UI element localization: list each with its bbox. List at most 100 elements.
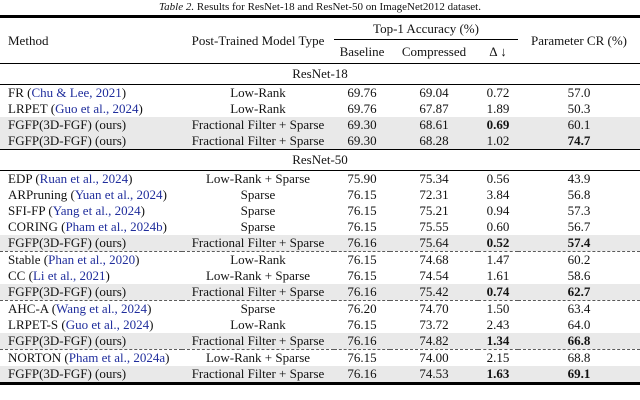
citation-link[interactable]: Pham et al., 2024b [65,219,163,234]
type-cell: Low-Rank + Sparse [205,350,311,365]
compressed-cell: 68.61 [390,117,478,133]
method-name: LRPET-S [8,317,59,332]
table-row: ARPruning (Yuan et al., 2024) Sparse 76.15… [0,187,640,203]
method-cell: FGFP(3D-FGF) (ours) [0,284,182,301]
baseline-cell: 76.16 [334,235,390,252]
cr-cell: 69.1 [518,366,640,384]
baseline-cell: 69.76 [347,101,377,116]
baseline-cell: 76.16 [334,284,390,301]
compressed-cell: 67.87 [419,101,449,116]
citation-link[interactable]: Ruan et al., 2024 [39,171,129,186]
citation-link[interactable]: Yuan et al., 2024 [74,187,163,202]
compressed-cell: 74.70 [419,301,449,316]
compressed-cell: 74.68 [419,252,449,267]
type-cell: Sparse [240,219,276,234]
cr-cell: 57.4 [518,235,640,252]
method-name: FR [8,85,24,100]
baseline-cell: 76.20 [347,301,377,316]
col-header-top1-group: Top-1 Accuracy (%) [334,16,518,40]
cr-cell: 60.2 [567,252,591,267]
delta-cell: 1.50 [486,301,510,316]
cr-cell: 74.7 [518,133,640,150]
method-name: EDP [8,171,33,186]
baseline-cell: 76.15 [347,203,377,218]
baseline-cell: 76.16 [334,366,390,384]
baseline-cell: 76.15 [347,317,377,332]
method-cell: LRPET (Guo et al., 2024) [8,101,143,116]
type-cell: Fractional Filter + Sparse [182,117,334,133]
citation-link[interactable]: Yang et al., 2024 [52,203,141,218]
delta-cell: 0.60 [486,219,510,234]
type-cell: Low-Rank [230,101,286,116]
section-title: ResNet-18 [0,63,640,85]
baseline-cell: 76.15 [347,252,377,267]
citation-link[interactable]: Pham et al., 2024a [68,350,166,365]
compressed-cell: 73.72 [419,317,449,332]
delta-cell: 0.52 [478,235,518,252]
method-name: FGFP(3D-FGF) (ours) [8,133,127,148]
method-name: FGFP(3D-FGF) (ours) [8,117,127,132]
citation-link[interactable]: Li et al., 2021 [32,268,106,283]
caption-text: Results for ResNet-18 and ResNet-50 on I… [196,1,481,13]
method-cell: FR (Chu & Lee, 2021) [8,85,127,100]
method-cell: NORTON (Pham et al., 2024a) [8,350,170,365]
delta-cell: 0.74 [478,284,518,301]
compressed-cell: 75.55 [419,219,449,234]
delta-cell: 1.34 [478,333,518,350]
table-row: FGFP(3D-FGF) (ours) Fractional Filter + S… [0,333,640,350]
table-row: FGFP(3D-FGF) (ours) Fractional Filter + S… [0,366,640,384]
method-name: CC [8,268,26,283]
method-name: Stable [8,252,41,267]
table-row: CC (Li et al., 2021) Low-Rank + Sparse 76.… [0,268,640,284]
method-name: AHC-A [8,301,49,316]
cr-cell: 60.1 [518,117,640,133]
delta-cell: 3.84 [486,187,510,202]
cr-cell: 57.0 [567,85,591,100]
table-row: FGFP(3D-FGF) (ours) Fractional Filter + S… [0,133,640,150]
method-cell: FGFP(3D-FGF) (ours) [0,366,182,384]
delta-cell: 1.89 [486,101,510,116]
cr-cell: 56.7 [567,219,591,234]
delta-cell: 0.94 [486,203,510,218]
method-name: LRPET [8,101,48,116]
table-body: ResNet-18 FR (Chu & Lee, 2021) Low-Rank 69.… [0,63,640,384]
type-cell: Sparse [240,203,276,218]
table-header: Method Post-Trained Model Type Top-1 Acc… [0,16,640,64]
table-row: FGFP(3D-FGF) (ours) Fractional Filter + S… [0,235,640,252]
method-name: FGFP(3D-FGF) (ours) [8,366,127,381]
type-cell: Fractional Filter + Sparse [182,284,334,301]
table-row: AHC-A (Wang et al., 2024) Sparse 76.20 74.7… [0,301,640,318]
cr-cell: 66.8 [518,333,640,350]
cr-cell: 50.3 [567,101,591,116]
citation-link[interactable]: Phan et al., 2020 [48,252,136,267]
table-row: SFI-FP (Yang et al., 2024) Sparse 76.15 75.… [0,203,640,219]
citation-link[interactable]: Chu & Lee, 2021 [31,85,122,100]
delta-cell: 1.02 [478,133,518,150]
method-cell: ARPruning (Yuan et al., 2024) [8,187,167,202]
citation-link[interactable]: Wang et al., 2024 [56,301,148,316]
compressed-cell: 74.54 [419,268,449,283]
type-cell: Sparse [240,187,276,202]
method-cell: Stable (Phan et al., 2020) [8,252,140,267]
type-cell: Low-Rank + Sparse [205,171,311,186]
citation-link[interactable]: Guo et al., 2024 [65,317,150,332]
compressed-cell: 75.34 [419,171,449,186]
delta-cell: 0.72 [486,85,510,100]
delta-cell: 1.63 [478,366,518,384]
compressed-cell: 72.31 [419,187,449,202]
type-cell: Fractional Filter + Sparse [182,333,334,350]
table-row: FR (Chu & Lee, 2021) Low-Rank 69.76 69.04 0.… [0,85,640,102]
delta-cell: 1.47 [486,252,510,267]
baseline-cell: 69.30 [334,117,390,133]
baseline-cell: 76.15 [347,219,377,234]
cr-cell: 68.8 [567,350,591,365]
table-row: LRPET (Guo et al., 2024) Low-Rank 69.76 67.… [0,101,640,117]
baseline-cell: 75.90 [347,171,377,186]
table-row: Stable (Phan et al., 2020) Low-Rank 76.15 7… [0,252,640,269]
baseline-cell: 69.30 [334,133,390,150]
compressed-cell: 75.64 [390,235,478,252]
citation-link[interactable]: Guo et al., 2024 [55,101,139,116]
method-name: ARPruning [8,187,68,202]
method-name: CORING [8,219,58,234]
